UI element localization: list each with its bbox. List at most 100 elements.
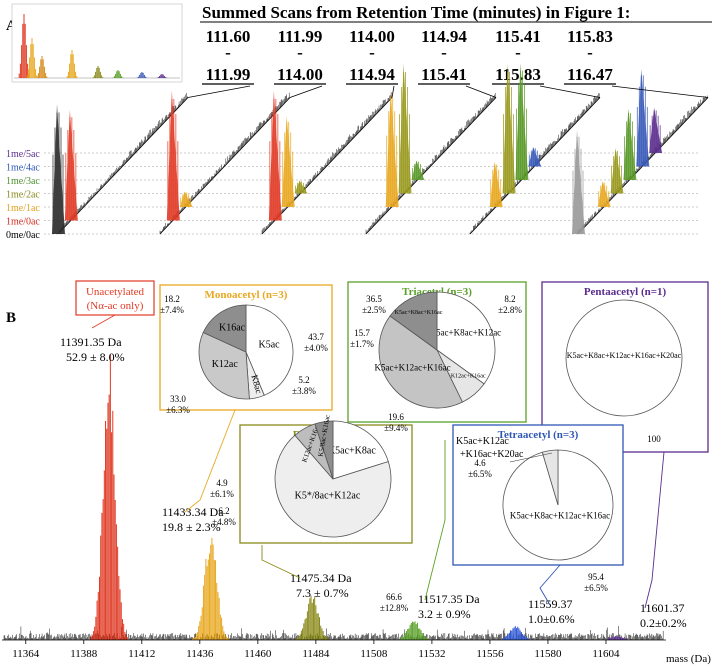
range-start: 114.94	[421, 27, 467, 46]
mass-label-5: 11601.37 0.2±0.2%	[640, 601, 687, 630]
x-tick-label: 11388	[70, 648, 98, 660]
level-labels: 1me/5ac 1me/4ac 1me/3ac 1me/2ac 1me/1ac 1me/0…	[6, 149, 40, 241]
spectrum-stack-1	[159, 85, 323, 235]
slice-sd: ±4.0%	[304, 343, 328, 353]
mass-percent: 0.2±0.2%	[640, 616, 687, 630]
range-end: 115.41	[421, 65, 467, 84]
mass-percent: 1.0±0.6%	[528, 612, 575, 626]
peak-group-5	[606, 635, 628, 640]
pie-slice	[541, 449, 559, 506]
peak-group-0	[90, 354, 128, 640]
range-end: 114.00	[277, 65, 323, 84]
range-end: 115.83	[495, 65, 541, 84]
spectra-stacks	[52, 63, 709, 235]
slice-value: 4.9	[216, 478, 228, 488]
range-1: 111.99- 114.00	[274, 27, 326, 85]
level-label: 0me/0ac	[6, 230, 40, 241]
mass-label-1: 11433.34 Da 19.8 ± 2.3%	[162, 505, 224, 534]
slice-value: 15.7	[354, 328, 370, 338]
retention-ranges: 111.60-111.99111.99-114.00114.00-114.941…	[202, 27, 616, 85]
range-dash: -	[515, 43, 521, 62]
box-title: Monoacetyl (n=3)	[205, 289, 288, 301]
range-leader	[611, 85, 709, 98]
slice-label: K5ac+K12ac	[456, 436, 509, 447]
slice-label: K5ac+K12ac+K16ac	[435, 373, 486, 379]
connectors	[184, 409, 665, 609]
x-tick-label: 11412	[128, 648, 155, 660]
mass-value: 11475.34 Da	[290, 571, 352, 585]
tetraacetyl-box: Tetraacetyl (n=3) K5ac+K8ac+K12ac+K16ac 95…	[452, 424, 624, 593]
range-3: 114.94- 115.41	[418, 27, 470, 85]
mass-value: 11517.35 Da	[418, 592, 480, 606]
x-tick-label: 11364	[12, 648, 40, 660]
slice-value: 95.4	[588, 572, 604, 582]
level-label: 1me/4ac	[6, 163, 40, 174]
range-dash: -	[587, 43, 593, 62]
mass-label-4: 11559.37 1.0±0.6%	[528, 597, 575, 626]
pie-slice	[565, 299, 683, 417]
range-start: 111.60	[206, 27, 251, 46]
inset-chromatogram	[11, 3, 183, 83]
range-5: 115.83- 116.47	[564, 27, 616, 85]
slice-label: K5ac+K12ac+K16ac	[375, 363, 451, 373]
mass-value: 11391.35 Da	[60, 335, 122, 349]
slice-sd: ±4.8%	[212, 517, 236, 527]
slice-sd: ±3.8%	[292, 386, 316, 396]
peak-group-4	[501, 626, 531, 640]
mass-label-0: 11391.35 Da 52.9 ± 8.0%	[60, 335, 125, 364]
slice-value: 8.2	[504, 294, 515, 304]
slice-sd: ±1.7%	[350, 339, 374, 349]
mass-value: 11559.37	[528, 597, 573, 611]
x-tick-label: 11436	[186, 648, 214, 660]
pie-slice	[378, 315, 463, 409]
pie-slice	[198, 331, 250, 400]
range-end: 111.99	[206, 65, 251, 84]
x-unit-label: mass (Da)	[666, 653, 711, 665]
pie-slice	[274, 434, 392, 538]
unacetylated-subtitle: (Nα-ac only)	[87, 300, 144, 312]
x-tick-label: 11580	[534, 648, 562, 660]
spectrum-stack-0	[52, 85, 251, 235]
slice-value: 43.7	[308, 332, 324, 342]
slice-value: 4.6	[474, 458, 486, 468]
slice-sd: ±6.5%	[584, 583, 608, 593]
slice-value: 36.5	[366, 294, 382, 304]
mass-percent: 3.2 ± 0.9%	[418, 607, 471, 621]
level-label: 1me/5ac	[6, 149, 40, 160]
mass-percent: 52.9 ± 8.0%	[66, 350, 125, 364]
mass-percent: 19.8 ± 2.3%	[162, 520, 221, 534]
box-title: Tetraacetyl (n=3)	[498, 429, 579, 441]
slice-label: K5ac+K8ac	[328, 445, 376, 456]
slice-value: 33.0	[170, 394, 186, 404]
x-tick-label: 11508	[360, 648, 388, 660]
mass-percent: 7.3 ± 0.7%	[296, 586, 349, 600]
guide-lines	[44, 152, 700, 235]
level-label: 1me/3ac	[6, 176, 40, 187]
slice-sd: ±2.5%	[362, 305, 386, 315]
slice-sd: ±7.4%	[160, 305, 184, 315]
slice-value: 5.2	[298, 375, 309, 385]
range-leader	[289, 85, 323, 98]
slice-sd: ±12.8%	[380, 603, 409, 613]
pie-slice	[314, 420, 334, 480]
x-tick-label: 11532	[418, 648, 445, 660]
range-start: 114.00	[349, 27, 395, 46]
level-label: 1me/1ac	[6, 203, 40, 214]
slice-label: K5ac+K8ac+K16ac	[395, 310, 443, 316]
range-dash: -	[225, 43, 231, 62]
pie-slice	[245, 304, 294, 396]
range-leader	[391, 85, 395, 98]
pie-slice	[202, 304, 247, 353]
mass-label-2: 11475.34 Da 7.3 ± 0.7%	[290, 571, 352, 600]
spectrum-stack-3	[365, 63, 497, 235]
slice-sd: ±6.5%	[468, 469, 492, 479]
x-tick-label: 11484	[302, 648, 330, 660]
slice-value: 100	[647, 434, 661, 444]
mass-axis: 11364 11388 11412 11436 11460 11484 11508 11532…	[2, 639, 666, 660]
panel-b-label: B	[6, 310, 16, 326]
box-title: Pentaacetyl (n=1)	[584, 286, 667, 298]
range-start: 111.99	[278, 27, 323, 46]
diacetyl-box: Diacetyl (n=3)K5ac+K8ac19.6±9.4%K5*/8ac+…	[210, 412, 413, 613]
pie-slice	[389, 291, 438, 351]
pie-slice	[332, 420, 389, 480]
